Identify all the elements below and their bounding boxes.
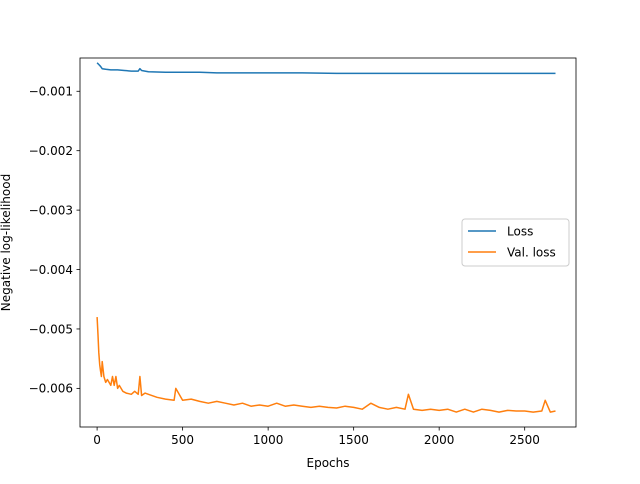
x-tick-label: 500 [171, 433, 194, 447]
plot-area [96, 62, 556, 413]
x-tick-label: 1000 [253, 433, 284, 447]
x-axis-label: Epochs [307, 456, 350, 470]
x-tick-label: 2000 [424, 433, 455, 447]
y-tick-label: −0.001 [29, 85, 73, 99]
series-line-1 [96, 317, 556, 413]
y-tick-label: −0.006 [29, 382, 73, 396]
legend-label: Val. loss [507, 245, 556, 259]
y-tick-label: −0.002 [29, 144, 73, 158]
y-axis-label: Negative log-likelihood [0, 174, 13, 311]
y-tick-label: −0.004 [29, 263, 73, 277]
y-tick-label: −0.005 [29, 322, 73, 336]
x-tick-label: 0 [93, 433, 101, 447]
legend-label: Loss [507, 224, 533, 238]
axes: 0 500 1000 1500 2000 2500 −0.001 −0.002 −0.003 −0… [29, 57, 577, 447]
legend: Loss Val. loss [461, 218, 570, 267]
axes-frame [79, 57, 577, 428]
x-tick-label: 2500 [509, 433, 540, 447]
y-tick-label: −0.003 [29, 203, 73, 217]
series-line-0 [96, 62, 556, 75]
x-tick-label: 1500 [338, 433, 369, 447]
